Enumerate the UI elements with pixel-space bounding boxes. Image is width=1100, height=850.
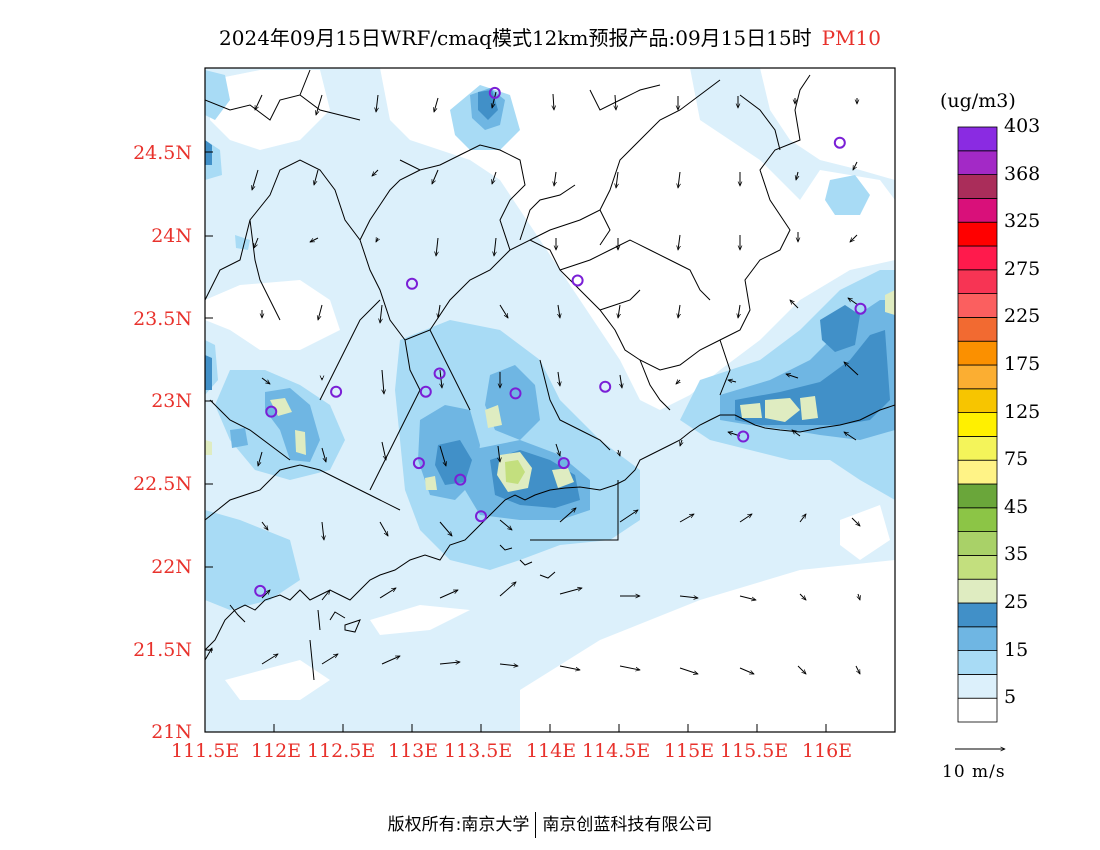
- colorbar-label: 403: [1004, 115, 1041, 137]
- colorbar-label: 325: [1004, 210, 1041, 233]
- colorbar-label: 75: [1004, 448, 1029, 471]
- colorbar-swatch: [957, 388, 998, 413]
- colorbar-label: 15: [1004, 638, 1029, 661]
- lon-label-114e: 114E: [526, 740, 577, 762]
- lon-label-112-5e: 112.5E: [307, 740, 376, 762]
- station-marker: [433, 367, 446, 380]
- station-marker: [265, 405, 278, 418]
- title-text: 2024年09月15日WRF/cmaq模式12km预报产品:09月15日15时: [219, 26, 812, 50]
- colorbar-swatch: [957, 412, 998, 437]
- station-marker: [419, 385, 432, 398]
- station-marker: [557, 457, 570, 470]
- colorbar-label: 5: [1004, 686, 1017, 709]
- copyright-footer: 版权所有:南京大学 南京创蓝科技有限公司: [0, 810, 1100, 838]
- pollutant-label: PM10: [821, 26, 881, 50]
- colorbar-label: 275: [1004, 257, 1041, 280]
- coastline: [205, 404, 895, 681]
- colorbar-swatch: [957, 316, 998, 342]
- colorbar-swatch: [957, 174, 998, 199]
- station-marker: [406, 277, 418, 290]
- colorbar-swatch: [957, 578, 998, 604]
- station-marker: [854, 302, 867, 315]
- station-marker: [488, 86, 501, 99]
- colorbar-swatch: [957, 459, 998, 485]
- axis-ticks: [205, 151, 827, 732]
- chart-title: 2024年09月15日WRF/cmaq模式12km预报产品:09月15日15时 P…: [0, 22, 1100, 51]
- colorbar-label: 225: [1004, 305, 1041, 328]
- colorbar-swatch: [957, 507, 998, 532]
- colorbar-swatch: [957, 435, 998, 461]
- lon-label-116e: 116E: [802, 740, 853, 762]
- lat-label-22n: 22N: [151, 556, 192, 578]
- station-marker: [254, 584, 267, 597]
- station-markers: [254, 86, 867, 597]
- colorbar: [957, 126, 998, 723]
- colorbar-swatch: [957, 626, 998, 651]
- wind-reference-label: 10 m/s: [942, 762, 1006, 782]
- lat-label-22-5n: 22.5N: [133, 473, 192, 495]
- station-marker: [475, 510, 487, 523]
- station-marker: [737, 430, 750, 443]
- field-white-regions: [205, 68, 895, 732]
- colorbar-swatch: [957, 340, 998, 366]
- station-marker: [454, 473, 467, 486]
- lon-label-115e: 115E: [664, 740, 715, 762]
- colorbar-swatch: [957, 531, 998, 556]
- lat-label-24n: 24N: [151, 225, 192, 247]
- lat-label-21n: 21N: [151, 721, 192, 743]
- colorbar-swatch: [957, 483, 998, 509]
- colorbar-label: 125: [1004, 400, 1041, 423]
- lon-label-115-5e: 115.5E: [720, 740, 789, 762]
- colorbar-swatch: [957, 150, 998, 176]
- colorbar-label: 175: [1004, 353, 1041, 375]
- colorbar-swatch: [957, 221, 998, 247]
- colorbar-swatch: [957, 674, 998, 699]
- colorbar-label: 35: [1004, 543, 1029, 566]
- station-marker: [509, 387, 522, 400]
- station-marker: [330, 385, 343, 398]
- colorbar-swatch: [957, 650, 998, 675]
- lon-label-113-5e: 113.5E: [444, 740, 513, 762]
- colorbar-swatch: [957, 293, 998, 318]
- lon-label-112e: 112E: [251, 740, 302, 762]
- lon-label-114-5e: 114.5E: [582, 740, 651, 762]
- colorbar-swatch: [957, 245, 998, 271]
- field-75-plus: [505, 460, 525, 484]
- lat-label-21-5n: 21.5N: [133, 639, 192, 661]
- station-marker: [833, 136, 846, 149]
- colorbar-unit: (ug/m3): [940, 90, 1016, 112]
- copyright-right: 南京创蓝科技有限公司: [542, 815, 713, 835]
- wind-vectors: [205, 91, 860, 674]
- station-marker: [412, 457, 425, 470]
- lat-label-23-5n: 23.5N: [133, 308, 192, 330]
- copyright-left: 版权所有:南京大学: [387, 815, 530, 835]
- colorbar-swatch: [957, 197, 998, 223]
- colorbar-swatch: [957, 555, 998, 580]
- station-marker: [571, 274, 584, 287]
- colorbar-swatch: [957, 602, 998, 628]
- lon-label-111-5e: 111.5E: [171, 740, 240, 762]
- colorbar-label: 368: [1004, 162, 1041, 185]
- lat-label-24-5n: 24.5N: [133, 142, 192, 164]
- colorbar-label: 25: [1004, 591, 1029, 613]
- colorbar-swatch: [957, 126, 998, 152]
- lat-label-23n: 23N: [151, 390, 192, 412]
- lon-label-113e: 113E: [388, 740, 439, 762]
- concentration-field: [205, 68, 895, 732]
- colorbar-swatch: [957, 269, 998, 294]
- colorbar-swatch: [957, 364, 998, 390]
- colorbar-swatch: [957, 697, 998, 723]
- station-marker: [599, 380, 612, 393]
- footer-separator: [535, 812, 537, 838]
- colorbar-label: 45: [1004, 495, 1029, 518]
- admin-boundaries: [205, 69, 811, 521]
